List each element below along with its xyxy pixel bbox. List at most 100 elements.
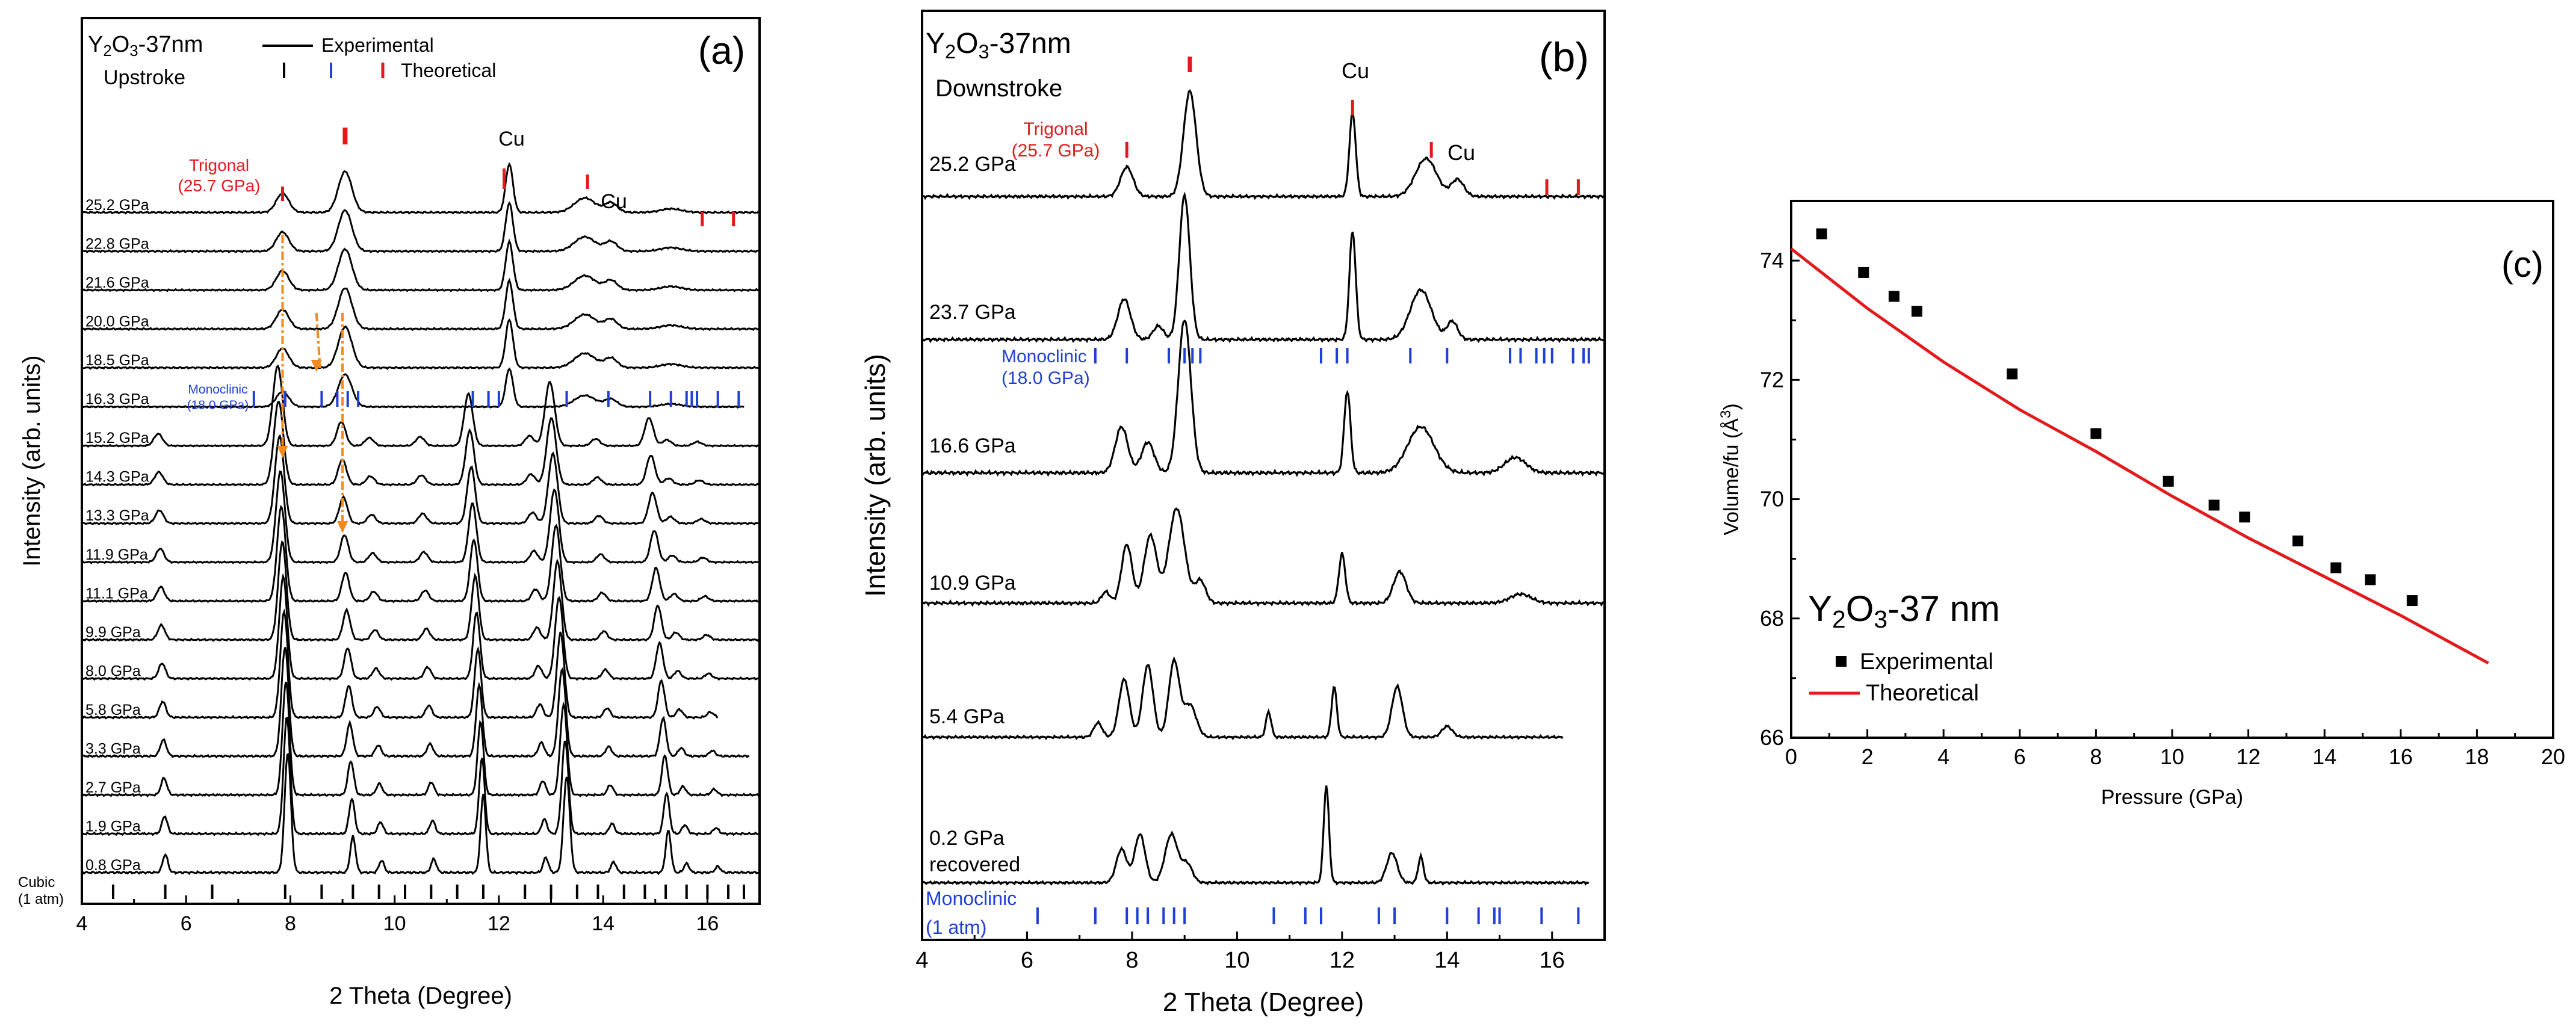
panel-c-y-axis-label: Volume/fu (Å3) [1718,403,1744,535]
panel-a-pressure-label: 8.0 GPa [85,663,141,679]
panel-b-pressure-label: 0.2 GPa [929,827,1005,850]
panel-c-y-tick-label: 68 [1760,606,1784,631]
panel-b-sample-label-part: 2 [945,40,956,63]
panel-a-trace [81,540,760,642]
panel-a-id: (a) [698,29,745,72]
panel-a-x-tick-label: 14 [592,912,615,935]
panel-a-trace [81,364,760,448]
panel-c-legend-marker [1836,656,1847,667]
panel-c-x-tick-label: 4 [1937,744,1949,769]
panel-c-x-axis-label: Pressure (GPa) [2101,786,2243,809]
panel-c-sample-label-part: 3 [1874,605,1887,633]
panel-b-trace [921,656,1564,741]
panel-a-pressure-label: 1.9 GPa [85,818,141,835]
panel-b-x-tick-label: 4 [915,948,928,973]
panel-a-trace [81,573,760,681]
panel-a-trace [81,400,760,487]
panel-a-trace [81,433,760,526]
panel-c-legend-experimental: Experimental [1860,649,1993,675]
panel-a-x-tick-label: 6 [181,912,192,935]
panel-c-x-tick-label: 12 [2237,744,2261,769]
panel-a-x-tick-label: 12 [488,912,510,935]
panel-b-trigonal-label: Trigonal [1023,119,1088,139]
panel-b-pressure-label: 10.9 GPa [929,572,1016,595]
panel-c-y-tick-label: 70 [1760,487,1784,511]
panel-b-pressure-label: 25.2 GPa [929,153,1016,176]
panel-c-sample-label-part: 2 [1832,605,1846,633]
panel-b-cu-label: Cu [1342,58,1369,83]
panel-a-trace [81,504,760,604]
panel-a-trace [81,647,750,759]
panel-a-pressure-label: 18.5 GPa [85,352,149,369]
panel-b-x-tick-label: 10 [1224,948,1249,973]
panel-c-sample-label: Y2O3-37 nm [1808,589,2000,633]
panel-a-sample-label: Y2O3-37nm [88,32,203,60]
panel-a-y-axis-label: Intensity (arb. units) [19,355,45,566]
panel-c-y-tick-label: 66 [1760,725,1784,750]
panel-a-sample-label-part: -37nm [138,32,203,57]
panel-b-trace [921,320,1606,477]
panel-c-id: (c) [2501,244,2543,285]
panel-c-y-axis-label-part: Volume/fu (Å [1720,418,1743,536]
panel-a-trace [81,367,745,409]
panel-b-trace [921,507,1605,607]
panel-a-pressure-label: 5.8 GPa [85,702,141,718]
panel-c-experimental-point [1888,291,1899,302]
panel-c-experimental-point [2239,511,2250,523]
panel-a-pressure-label: 0.8 GPa [85,857,141,874]
panel-a-pressure-label: 13.3 GPa [85,507,149,524]
panel-b-pressure-label: 16.6 GPa [929,434,1016,457]
panel-a-trace [81,681,760,798]
panel-c-x-tick-label: 14 [2312,744,2336,769]
panel-c-experimental-point [2365,574,2376,585]
panel-a-orange-arrow [315,312,321,369]
panel-a-trace [81,277,760,332]
panel-c-experimental-point [1816,228,1827,239]
panel-c-y-tick-label: 74 [1760,248,1784,273]
panel-c-y-axis-label-part: ) [1720,403,1743,410]
panel-a-pressure-label: 11.1 GPa [85,585,148,602]
panel-c-experimental-point [2406,595,2418,607]
panel-c-experimental-point [2330,562,2342,573]
panel-a-x-tick-label: 8 [285,912,296,935]
panel-b-monoclinic-1atm-label: Monoclinic [926,888,1017,909]
panel-c-x-tick-label: 2 [1862,744,1874,769]
panel-a-pressure-label: 14.3 GPa [85,469,149,486]
panel-b-x-tick-label: 8 [1125,948,1138,973]
panel-a-trigonal-label: (25.7 GPa) [178,176,261,195]
panel-b-trigonal-label: (25.7 GPa) [1012,141,1100,161]
panel-b-mode-label: Downstroke [935,75,1062,102]
panel-b-cu-label: Cu [1447,140,1475,165]
panel-a-pressure-label: 21.6 GPa [85,274,149,291]
panel-c-sample-label-part: Y [1808,589,1832,629]
panel-c-experimental-point [1858,267,1869,278]
panel-a-pressure-label: 9.9 GPa [85,624,141,641]
panel-a-pressure-label: 2.7 GPa [85,779,141,796]
panel-b-sample-label-part: -37nm [989,28,1071,60]
panel-b-sample-label-part: 3 [979,40,989,63]
panel-b-trace [921,89,1605,200]
panel-a-sample-label-part: O [112,32,130,57]
panel-b-trace [921,191,1606,344]
panel-a-frame [81,17,761,905]
panel-b-sample-label: Y2O3-37nm [926,28,1071,63]
panel-c-sample-label-part: -37 nm [1887,589,2000,629]
panel-b-sample-label-part: Y [926,28,945,60]
panel-a-x-tick-label: 16 [696,912,719,935]
panel-a-trace [81,717,761,836]
panel-a-pressure-label: 20.0 GPa [85,314,149,330]
panel-a-pressure-label: 15.2 GPa [85,430,149,446]
panel-b-x-tick-label: 14 [1434,948,1460,973]
panel-c-x-tick-label: 16 [2389,744,2413,769]
panel-b-monoclinic-1atm-label: (1 atm) [926,916,986,938]
panel-a-trace [81,608,719,720]
panel-a-pressure-label: 3.3 GPa [85,740,141,757]
panel-a-trigonal-label: Trigonal [189,156,249,175]
panel-c-y-tick-label: 72 [1760,367,1784,392]
panel-b-x-axis-label: 2 Theta (Degree) [1163,987,1364,1017]
panel-c-theoretical-line [1790,247,2489,665]
panel-c-experimental-point [2007,368,2018,380]
panel-a-sample-label-part: 3 [129,43,138,60]
panel-c-legend-theoretical: Theoretical [1866,681,1979,706]
panel-b-frame [921,10,1606,941]
